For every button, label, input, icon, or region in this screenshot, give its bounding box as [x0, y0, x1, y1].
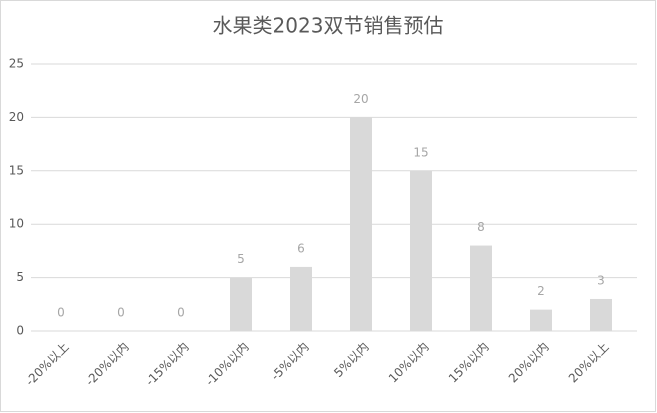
data-label: 0 [57, 306, 65, 320]
data-label: 6 [297, 241, 305, 255]
data-label: 2 [537, 284, 545, 298]
y-tick-label: 0 [16, 324, 24, 338]
bar [590, 298, 612, 331]
data-label: 3 [597, 273, 605, 287]
y-tick-label: 15 [9, 163, 24, 177]
bar [530, 309, 552, 331]
bar [290, 266, 312, 331]
data-label: 0 [117, 306, 125, 320]
data-label: 0 [177, 306, 185, 320]
y-tick-label: 25 [9, 57, 24, 71]
data-label: 20 [353, 92, 368, 106]
y-tick-label: 10 [9, 217, 24, 231]
data-label: 5 [237, 252, 245, 266]
bar [230, 277, 252, 331]
bar [470, 245, 492, 331]
y-tick-label: 5 [16, 270, 24, 284]
data-label: 8 [477, 220, 485, 234]
chart-title: 水果类2023双节销售预估 [213, 14, 444, 38]
y-tick-label: 20 [9, 110, 24, 124]
bar [350, 117, 372, 332]
bar [410, 170, 432, 331]
data-label: 15 [413, 145, 428, 159]
